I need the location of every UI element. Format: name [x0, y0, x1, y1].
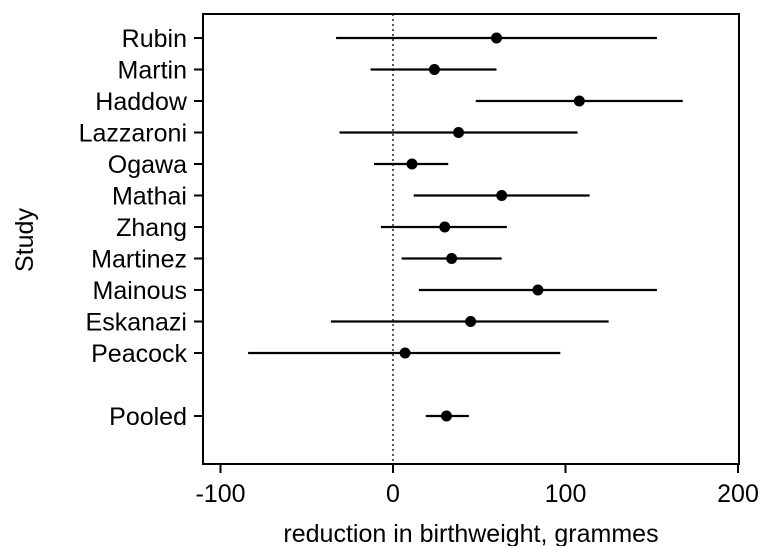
estimate-point: [446, 253, 458, 264]
y-tick-label: Haddow: [95, 88, 188, 116]
chart-marks: [248, 32, 683, 422]
y-tick-label: Martinez: [91, 246, 187, 274]
y-tick-label: Mainous: [93, 277, 188, 305]
y-tick-label-pooled: Pooled: [109, 403, 187, 431]
y-tick-label: Peacock: [91, 340, 187, 368]
estimate-point: [532, 284, 544, 296]
y-tick-label: Rubin: [122, 25, 187, 53]
estimate-point: [465, 316, 477, 327]
y-axis: Rubin Martin Haddow Lazzaroni Ogawa Mathai Zha…: [79, 25, 203, 431]
x-tick-label: -100: [195, 480, 245, 508]
y-tick-label: Martin: [118, 57, 187, 85]
estimate-point: [491, 32, 502, 44]
y-tick-label: Lazzaroni: [79, 120, 187, 148]
y-tick-label: Zhang: [116, 214, 187, 242]
estimate-point: [406, 158, 418, 170]
estimate-point: [496, 190, 508, 201]
estimate-point: [428, 64, 440, 75]
pooled-estimate-point: [440, 410, 452, 422]
x-tick-label: 200: [717, 480, 759, 508]
x-tick-label: 0: [386, 480, 400, 508]
estimate-point: [573, 95, 585, 107]
estimate-point: [453, 127, 465, 138]
x-axis: -100 0 100 200: [195, 464, 759, 508]
y-tick-label: Ogawa: [108, 151, 187, 179]
y-tick-label: Eskanazi: [86, 309, 187, 337]
plot-frame: [202, 13, 740, 465]
estimate-point: [439, 221, 451, 233]
x-tick-label: 100: [545, 480, 587, 508]
y-tick-label: Mathai: [112, 183, 187, 211]
estimate-point: [399, 347, 411, 359]
y-axis-title: Study: [11, 208, 39, 272]
x-axis-title: reduction in birthweight, grammes: [283, 520, 658, 546]
